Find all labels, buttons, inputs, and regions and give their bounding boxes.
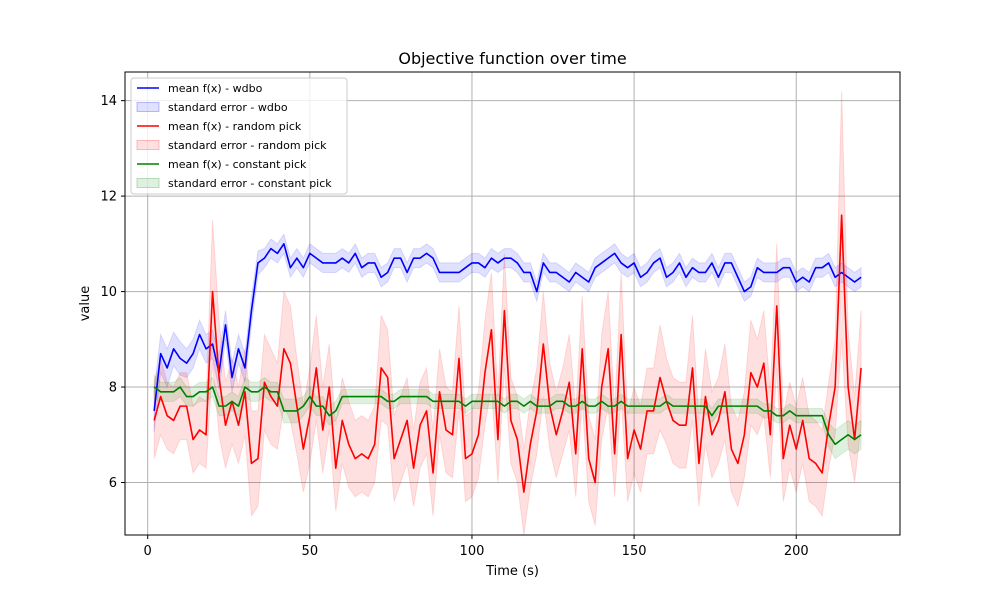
y-tick-label: 8 [109,381,117,396]
y-axis-ticks: 6 8 10 12 14 [100,94,125,491]
plot-frame [124,71,901,536]
legend-band-swatch [136,102,160,112]
y-tick-label: 12 [100,190,117,205]
legend-label: mean f(x) - wdbo [168,82,263,95]
series-line-1 [153,214,862,493]
error-band-2 [153,373,862,460]
legend-label: standard error - wdbo [168,101,288,114]
x-tick-label: 50 [302,544,319,559]
series-line-0 [153,243,862,411]
error-bands [153,91,862,536]
y-tick-label: 10 [100,285,117,300]
error-band-0 [153,233,862,433]
legend-band-swatch [136,178,160,188]
series-line-2 [153,386,862,446]
y-axis-label: value [78,286,93,322]
x-axis-label: Time (s) [485,564,539,579]
x-axis-ticks: 0 50 100 150 200 [144,535,809,559]
legend-label: mean f(x) - random pick [168,120,302,133]
legend-label: standard error - constant pick [168,177,332,190]
error-band-1 [153,91,862,536]
legend-band-swatch [136,140,160,150]
legend-label: standard error - random pick [168,139,327,152]
y-tick-label: 14 [100,94,117,109]
x-tick-label: 150 [622,544,647,559]
legend-box [130,77,348,195]
x-tick-label: 100 [460,544,485,559]
series-lines [153,214,862,493]
legend-label: mean f(x) - constant pick [168,158,307,171]
x-tick-label: 200 [784,544,809,559]
chart-title: Objective function over time [398,49,626,68]
legend: mean f(x) - wdbo standard error - wdbo mea… [130,77,348,195]
y-tick-label: 6 [109,476,117,491]
x-tick-label: 0 [144,544,152,559]
